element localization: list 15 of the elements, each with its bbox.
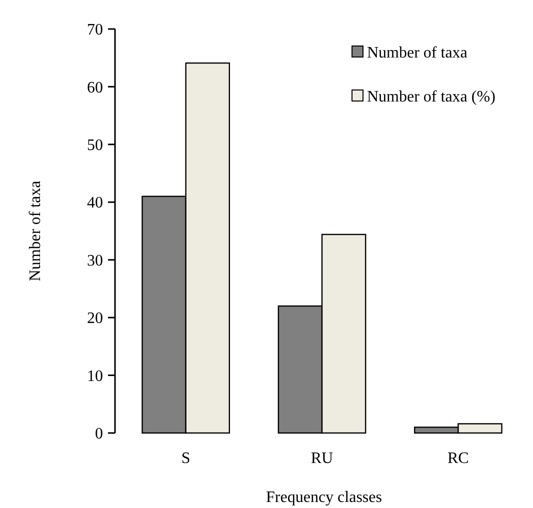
y-tick-label: 30 <box>87 252 103 270</box>
legend-label: Number of taxa <box>367 44 468 62</box>
y-axis-title: Number of taxa <box>27 180 44 282</box>
y-tick-label: 60 <box>87 79 103 96</box>
x-tick-label: RC <box>448 450 469 467</box>
x-axis-title: Frequency classes <box>266 489 382 506</box>
y-tick-label: 0 <box>95 426 103 443</box>
y-tick-label: 10 <box>87 368 103 385</box>
y-tick-label: 70 <box>87 22 103 39</box>
y-tick-label: 40 <box>87 194 103 212</box>
y-tick-label: 20 <box>87 310 103 328</box>
x-tick-label: RU <box>310 450 334 467</box>
legend-label: Number of taxa (%) <box>367 88 496 106</box>
y-tick-label: 50 <box>87 137 103 154</box>
x-tick-label: S <box>181 450 190 467</box>
